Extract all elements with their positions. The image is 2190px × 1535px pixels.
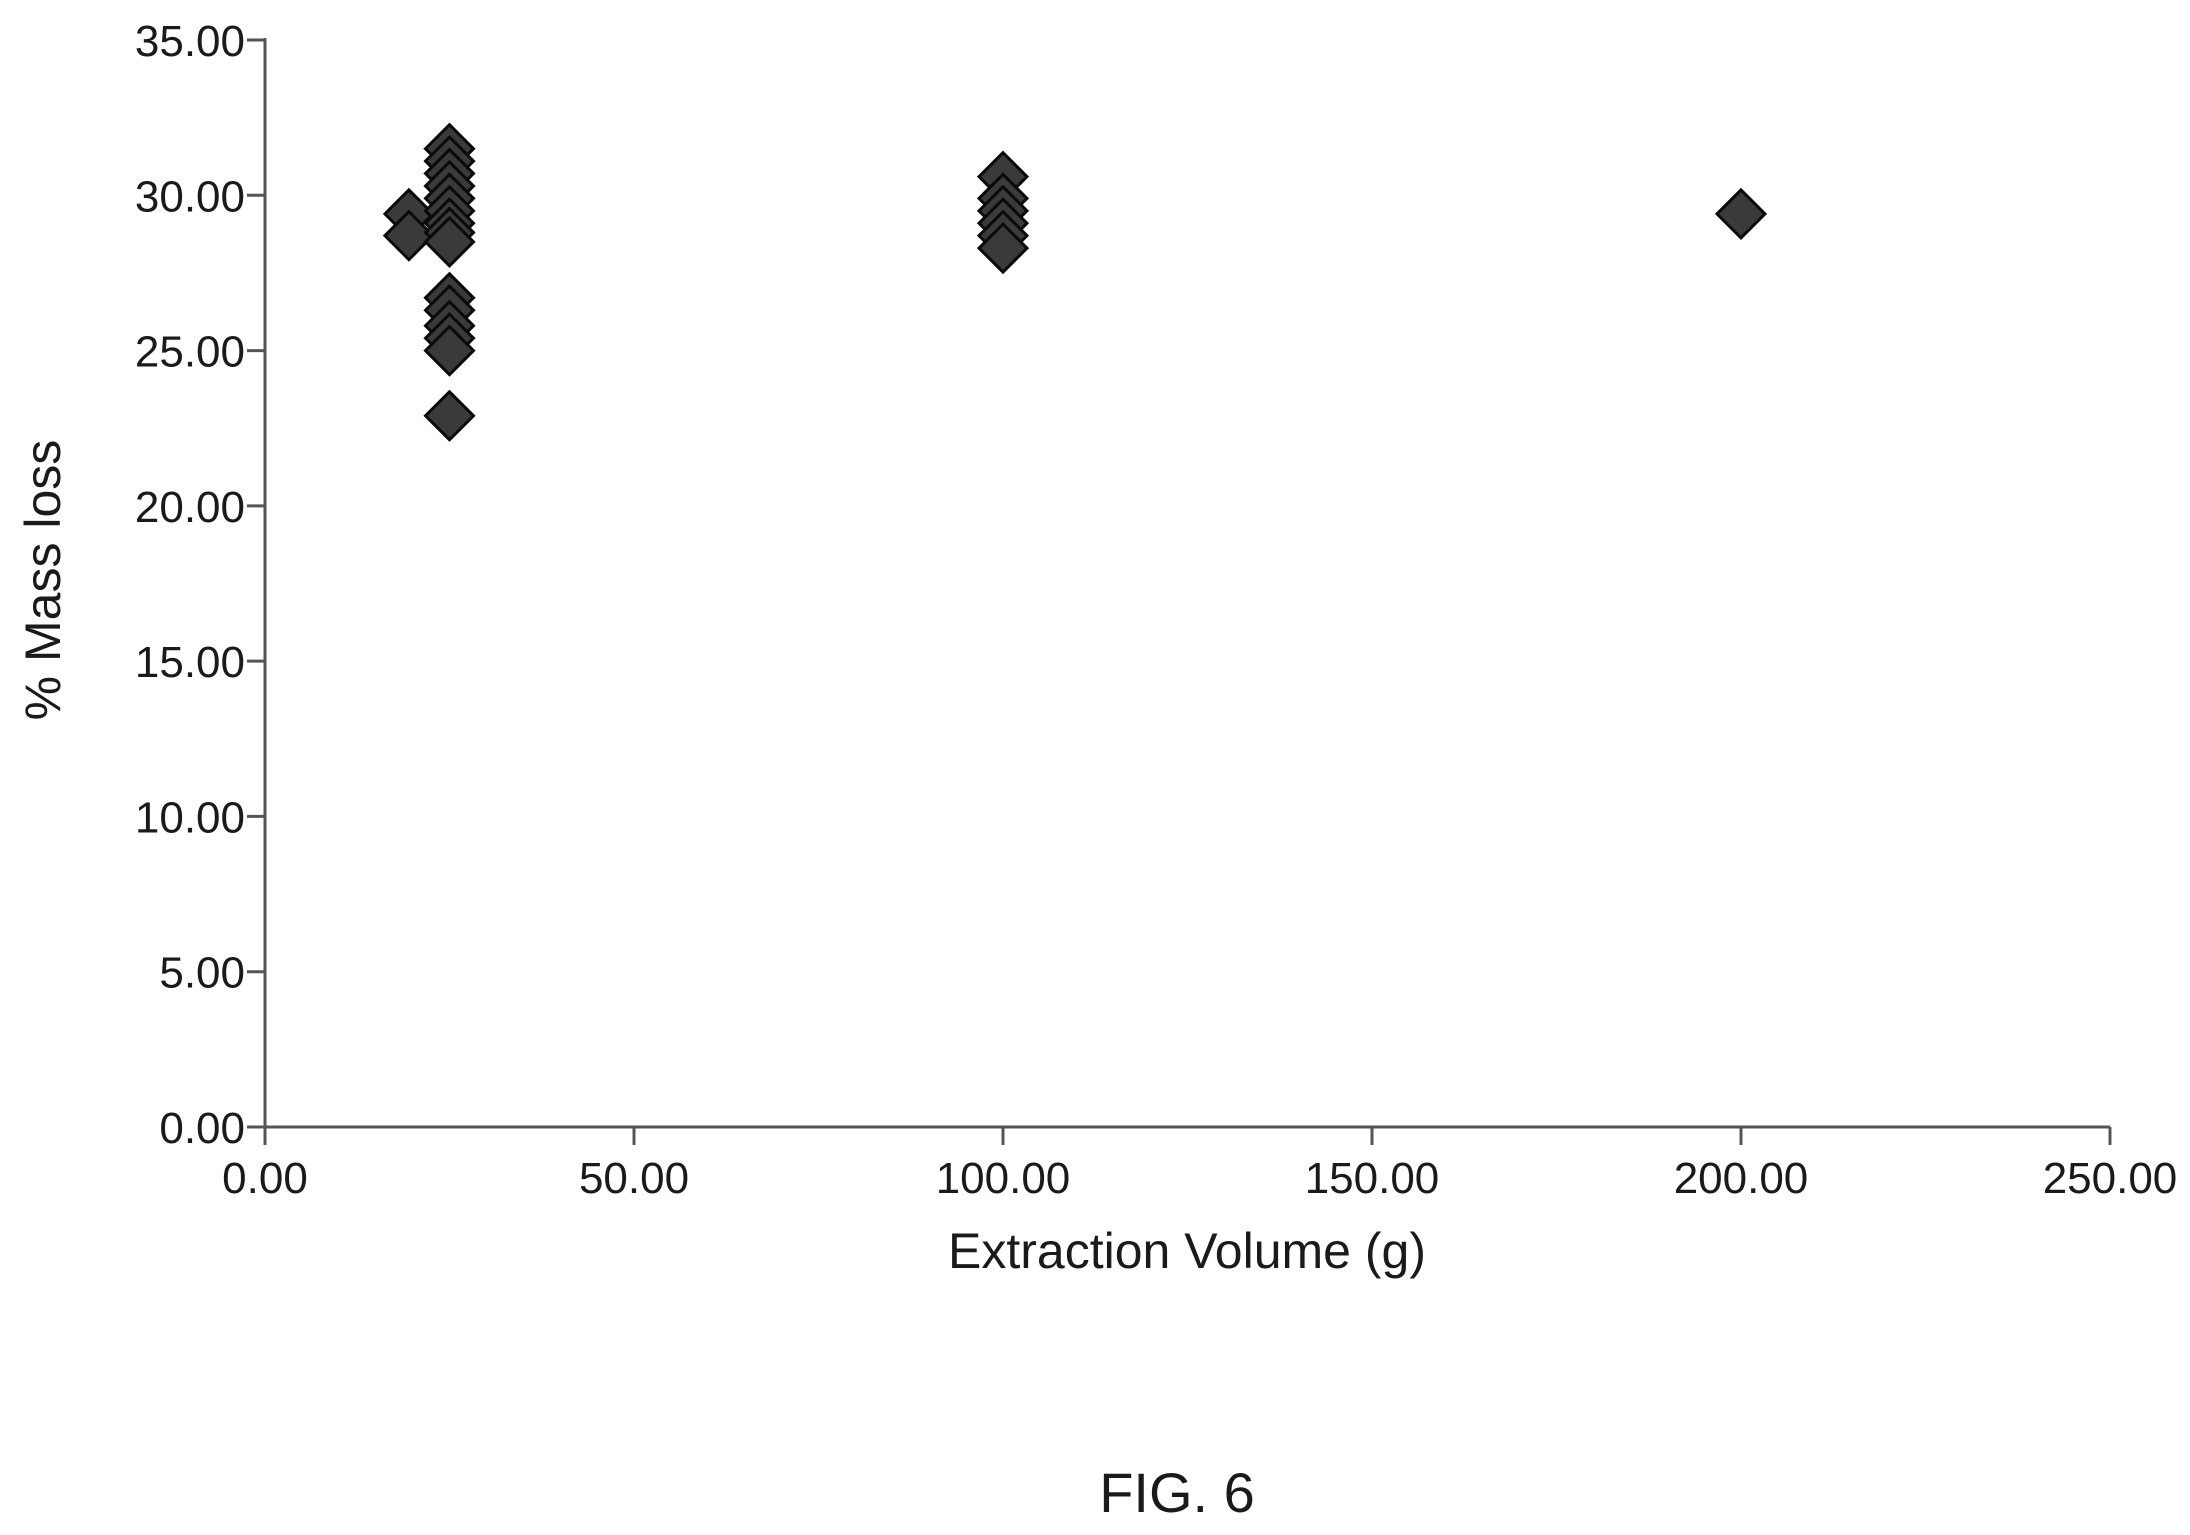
data-point: [976, 221, 1030, 275]
y-axis: 0.00 5.00 10.00 15.00 20.00 25.00 30.00 35.00: [135, 17, 267, 1153]
y-tick-label: 20.00: [135, 483, 245, 532]
data-point: [423, 389, 476, 442]
x-axis-label: Extraction Volume (g): [948, 1223, 1426, 1279]
y-tick-label: 30.00: [135, 172, 245, 221]
x-tick-label: 50.00: [579, 1154, 689, 1203]
y-tick-label: 10.00: [135, 793, 245, 842]
y-tick-label: 15.00: [135, 638, 245, 687]
data-point: [382, 209, 436, 262]
y-tick-label: 0.00: [159, 1104, 245, 1153]
y-tick-label: 5.00: [159, 949, 245, 998]
data-points: [382, 122, 1768, 442]
y-axis-label: % Mass loss: [15, 440, 71, 721]
x-tick-label: 200.00: [1674, 1154, 1809, 1203]
figure-caption: FIG. 6: [1099, 1461, 1255, 1524]
y-tick-label: 35.00: [135, 17, 245, 66]
data-point: [423, 215, 476, 268]
data-point: [423, 324, 476, 377]
x-tick-label: 150.00: [1305, 1154, 1440, 1203]
x-axis: 0.00 50.00 100.00 150.00 200.00 250.00: [222, 1125, 2178, 1203]
x-tick-label: 0.00: [222, 1154, 308, 1203]
y-tick-label: 25.00: [135, 328, 245, 377]
x-tick-label: 100.00: [936, 1154, 1071, 1203]
x-tick-label: 250.00: [2043, 1154, 2178, 1203]
data-point: [1714, 187, 1768, 241]
